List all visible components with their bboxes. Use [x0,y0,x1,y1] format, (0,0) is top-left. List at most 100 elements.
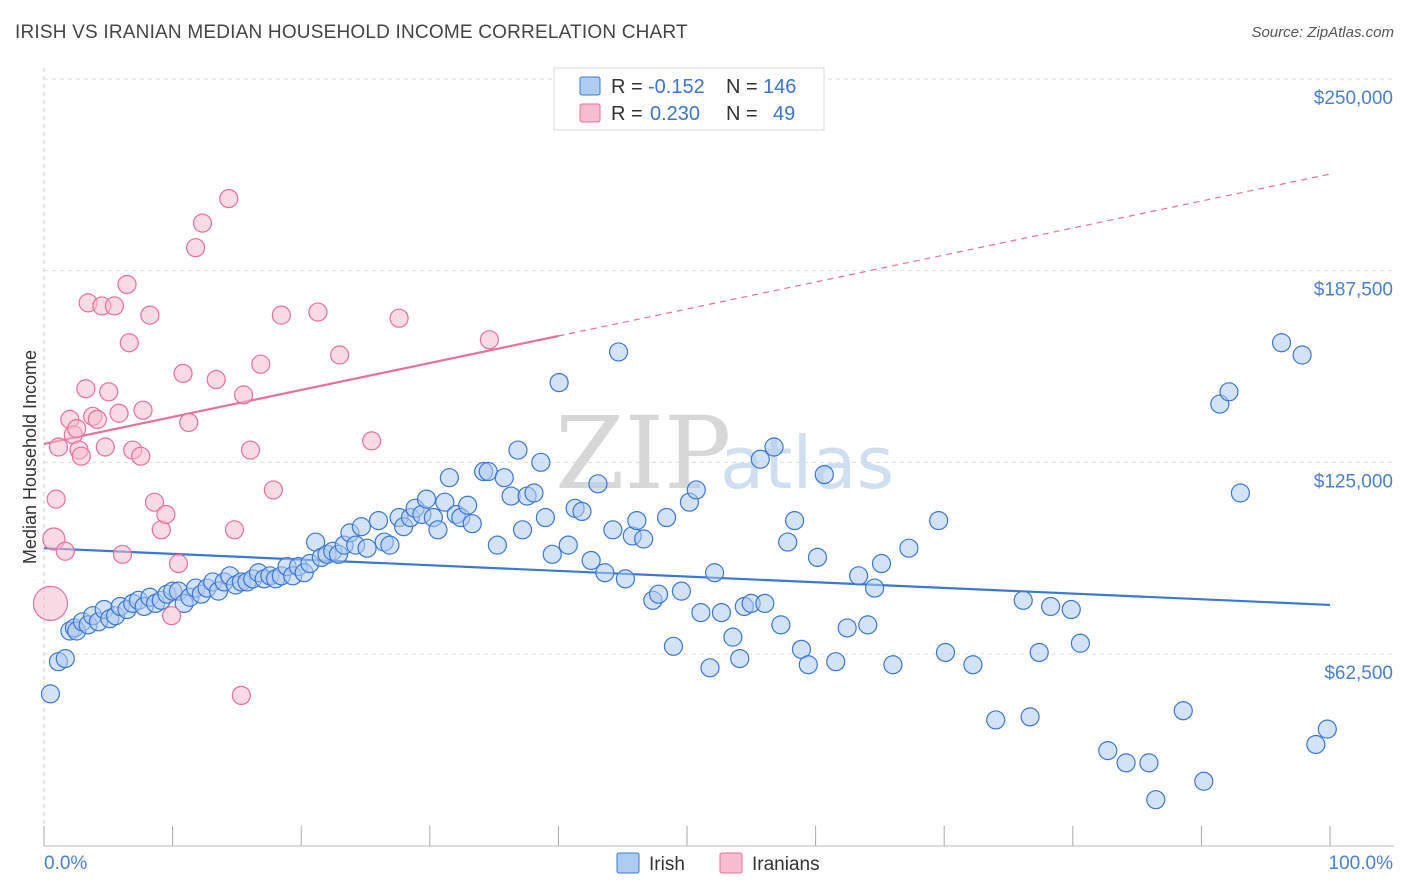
irish-point-59 [380,535,400,555]
irish-point-117 [771,615,791,635]
irish-point-95 [615,569,636,589]
irish-point-130 [883,655,903,675]
legend-r-value-irish: -0.152 [648,76,705,98]
iranians-point-9 [71,446,91,466]
iranians-point-31 [173,363,193,383]
iranians-point-28 [156,504,176,525]
iranians-point-39 [234,385,254,405]
irish-point-78 [501,486,521,506]
series-legend: Irish Iranians [616,852,820,875]
irish-point-115 [755,593,775,614]
correlation-legend: R = -0.152 N = 146 R = 0.230 N = 49 [553,67,825,131]
irish-point-151 [1271,333,1292,353]
iranians-point-19 [112,544,133,564]
irish-point-67 [428,520,448,540]
irish-point-121 [798,655,818,675]
iranians-point-43 [271,305,291,325]
legend-r-value-iranians: 0.230 [650,103,700,125]
irish-point-68 [435,492,455,512]
trend-lines [43,173,1331,607]
irish-point-105 [686,480,706,500]
irish-point-75 [478,461,498,482]
bottom-legend-iranians: Iranians [752,854,820,875]
irish-point-146 [1173,701,1193,721]
iranians-point-37 [224,520,245,540]
watermark-zip: ZIP [555,395,731,512]
iranians-point-16 [99,382,119,402]
legend-r-label-iranians: R = [611,103,643,125]
trend-line-irish [43,547,1331,607]
chart-title: IRISH VS IRANIAN MEDIAN HOUSEHOLD INCOME… [15,22,688,43]
iranians-point-2 [46,489,66,509]
irish-point-145 [1146,790,1166,810]
trend-line-iranians [43,334,559,446]
irish-point-97 [627,510,647,531]
iranians-point-29 [161,606,182,626]
irish-point-87 [558,535,578,555]
iranians-point-10 [76,379,96,399]
irish-point-98 [634,529,654,549]
irish-point-57 [368,510,389,531]
iranians-point-40 [240,440,261,460]
legend-r-label-irish: R = [611,76,643,98]
source-label: Source: ZipAtlas.com [1251,24,1394,41]
irish-point-101 [656,507,677,528]
y-tick-label-1: $125,000 [1314,471,1393,492]
iranians-point-0 [32,585,69,622]
iranians-point-24 [133,400,153,420]
irish-point-93 [603,520,623,540]
irish-point-2 [55,648,75,669]
irish-point-126 [849,566,869,586]
irish-point-77 [494,468,514,488]
y-tick-label-2: $187,500 [1314,280,1393,301]
irish-point-114 [750,449,770,469]
bottom-swatch-iranians [719,852,743,874]
iranians-point-13 [87,409,107,429]
irish-point-94 [608,342,629,362]
irish-point-143 [1116,753,1136,773]
iranians-point-30 [168,553,189,574]
iranians-point-36 [219,189,239,209]
irish-point-152 [1292,345,1312,365]
irish-point-154 [1317,719,1337,739]
irish-point-55 [351,517,371,537]
legend-n-value-irish: 146 [763,76,796,98]
irish-point-76 [487,535,507,555]
iranians-point-34 [192,213,213,233]
iranians-point-38 [231,685,251,706]
iranians-point-35 [206,369,226,390]
irish-point-83 [531,452,551,472]
legend-swatch-irish [579,76,601,96]
irish-point-131 [899,538,919,558]
irish-point-140 [1061,599,1081,620]
irish-point-111 [730,648,750,669]
x-tick-label-max: 100.0% [1329,853,1394,874]
x-tick-label-min: 0.0% [44,853,87,874]
irish-point-135 [986,710,1006,730]
iranians-point-3 [48,437,69,457]
irish-point-150 [1230,483,1251,503]
iranians-point-4 [55,541,75,561]
irish-point-116 [764,437,784,457]
irish-point-134 [963,655,983,675]
irish-point-80 [512,520,533,540]
trend-line-iranians-extension [558,173,1331,337]
irish-point-102 [663,636,684,656]
irish-point-118 [778,532,798,552]
irish-point-153 [1306,734,1326,755]
iranians-point-44 [308,302,328,322]
bottom-legend-irish: Irish [649,854,685,875]
iranians-point-47 [389,308,409,328]
irish-point-107 [700,658,720,678]
irish-point-73 [462,514,482,534]
iranians-point-25 [140,305,160,325]
irish-point-136 [1013,590,1033,610]
irish-point-82 [524,483,544,503]
y-tick-label-3: $250,000 [1314,88,1393,109]
irish-point-89 [572,501,592,521]
irish-point-65 [416,489,437,509]
iranians-point-15 [95,437,115,457]
irish-point-125 [837,618,857,638]
legend-n-value-iranians: 49 [773,103,795,125]
